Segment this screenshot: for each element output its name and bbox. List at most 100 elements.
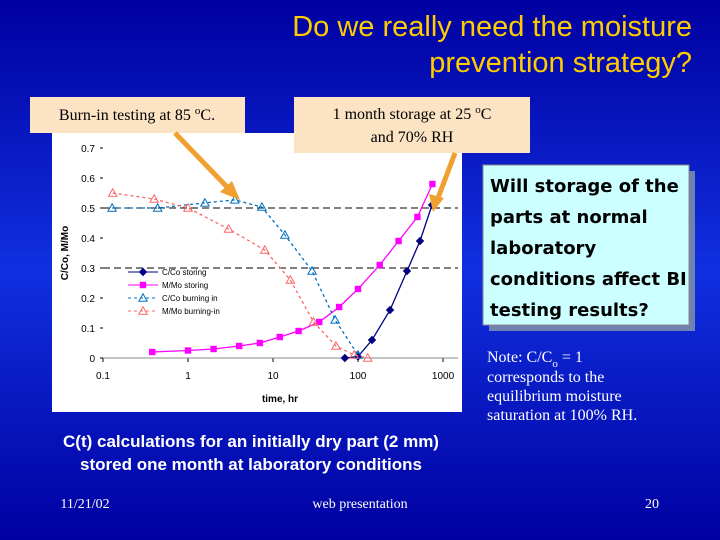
marker bbox=[259, 244, 270, 254]
marker bbox=[229, 194, 240, 204]
x-tick-label: 0.1 bbox=[96, 371, 110, 382]
footer-page: 20 bbox=[645, 497, 659, 512]
marker bbox=[308, 316, 319, 326]
marker bbox=[184, 347, 192, 354]
marker bbox=[235, 342, 243, 350]
marker bbox=[415, 236, 425, 246]
y-axis-label: C/Co, M/Mo bbox=[60, 226, 71, 280]
slide-title: Do we really need the moisture bbox=[292, 11, 692, 43]
text: 1 month storage at 25 bbox=[333, 106, 476, 123]
callout-box bbox=[294, 97, 530, 153]
text: o bbox=[552, 358, 558, 370]
question-line: parts at normal bbox=[490, 207, 648, 228]
series-line bbox=[152, 183, 434, 353]
marker bbox=[340, 353, 350, 363]
y-tick-label: 0.6 bbox=[81, 174, 95, 185]
text: o bbox=[475, 104, 481, 116]
arrowhead bbox=[220, 181, 240, 200]
note-text: corresponds to the bbox=[487, 369, 604, 386]
footer-center: web presentation bbox=[312, 497, 407, 512]
callout-text: and 70% RH bbox=[371, 129, 454, 146]
marker bbox=[152, 202, 163, 212]
y-tick-label: 0.2 bbox=[81, 294, 95, 305]
caption: stored one month at laboratory condition… bbox=[80, 455, 422, 474]
marker bbox=[256, 339, 264, 347]
legend-label: C/Co burning in bbox=[162, 294, 218, 303]
marker bbox=[402, 266, 412, 276]
marker bbox=[295, 327, 302, 335]
marker bbox=[210, 345, 217, 353]
callout-box bbox=[30, 97, 245, 133]
question-line: conditions affect BI bbox=[490, 269, 687, 290]
marker bbox=[256, 201, 267, 211]
footer-date: 11/21/02 bbox=[60, 497, 109, 512]
question-line: testing results? bbox=[490, 300, 649, 321]
caption: C(t) calculations for an initially dry p… bbox=[63, 432, 439, 451]
legend-label: M/Mo storing bbox=[162, 281, 208, 290]
text: = 1 bbox=[558, 349, 583, 366]
marker bbox=[349, 349, 360, 359]
y-tick-label: 0.5 bbox=[81, 204, 95, 215]
marker bbox=[330, 340, 342, 350]
x-tick-label: 1000 bbox=[432, 371, 455, 382]
marker bbox=[330, 314, 341, 324]
arrow bbox=[173, 131, 231, 191]
marker bbox=[199, 197, 210, 207]
marker bbox=[223, 223, 234, 233]
slide-title: prevention strategy? bbox=[429, 47, 692, 79]
arrowhead bbox=[429, 194, 444, 212]
legend-label: C/Co storing bbox=[162, 268, 206, 277]
text: Note: C/C bbox=[487, 349, 552, 366]
marker bbox=[307, 265, 318, 275]
marker bbox=[279, 229, 290, 239]
question-line: Will storage of the bbox=[490, 176, 679, 197]
chart-frame bbox=[52, 133, 462, 412]
series-line bbox=[112, 192, 368, 359]
y-tick-label: 0 bbox=[89, 354, 95, 365]
callout-text: Burn-in testing at 85 oC. bbox=[59, 105, 215, 124]
marker bbox=[376, 261, 383, 269]
marker bbox=[285, 274, 296, 284]
marker bbox=[385, 305, 395, 315]
legend-label: M/Mo burning-in bbox=[162, 307, 220, 316]
text: Burn-in testing at 85 bbox=[59, 107, 195, 124]
note-text: equilibrium moisture bbox=[487, 388, 622, 405]
marker bbox=[395, 237, 402, 245]
marker bbox=[362, 352, 373, 362]
question-box bbox=[482, 164, 690, 326]
x-axis-label: time, hr bbox=[262, 394, 298, 405]
note: Note: C/Co = 1 corresponds to the equilib… bbox=[487, 349, 637, 424]
marker bbox=[182, 202, 194, 212]
marker bbox=[354, 285, 362, 293]
marker bbox=[149, 193, 160, 203]
marker bbox=[335, 303, 343, 311]
series-line bbox=[112, 199, 359, 356]
text: o bbox=[195, 105, 201, 117]
x-tick-label: 1 bbox=[185, 371, 191, 382]
question-line: laboratory bbox=[490, 238, 596, 259]
arrow bbox=[435, 152, 458, 199]
y-tick-label: 0.3 bbox=[81, 264, 95, 275]
marker bbox=[367, 335, 377, 345]
marker bbox=[429, 180, 436, 188]
legend-marker bbox=[139, 281, 147, 289]
y-tick-label: 0.4 bbox=[81, 234, 95, 245]
legend-marker bbox=[137, 292, 149, 302]
x-tick-label: 10 bbox=[267, 371, 279, 382]
marker bbox=[149, 348, 156, 356]
legend-marker bbox=[138, 267, 148, 277]
text: C. bbox=[200, 107, 215, 124]
note-text: Note: C/Co = 1 bbox=[487, 349, 583, 370]
marker bbox=[276, 333, 283, 341]
y-tick-label: 0.7 bbox=[81, 144, 95, 155]
legend-marker bbox=[137, 305, 149, 315]
text: C bbox=[481, 106, 492, 123]
marker bbox=[414, 213, 421, 221]
callout-text: 1 month storage at 25 oC bbox=[333, 104, 492, 123]
marker bbox=[107, 187, 118, 197]
plot: 00.10.20.30.40.50.60.70.1 1 10 100 1000time,… bbox=[60, 144, 458, 405]
note-text: saturation at 100% RH. bbox=[487, 407, 637, 424]
arrows bbox=[173, 131, 458, 212]
question: Will storage of the parts at normal labora… bbox=[490, 176, 687, 321]
x-tick-label: 100 bbox=[350, 371, 367, 382]
